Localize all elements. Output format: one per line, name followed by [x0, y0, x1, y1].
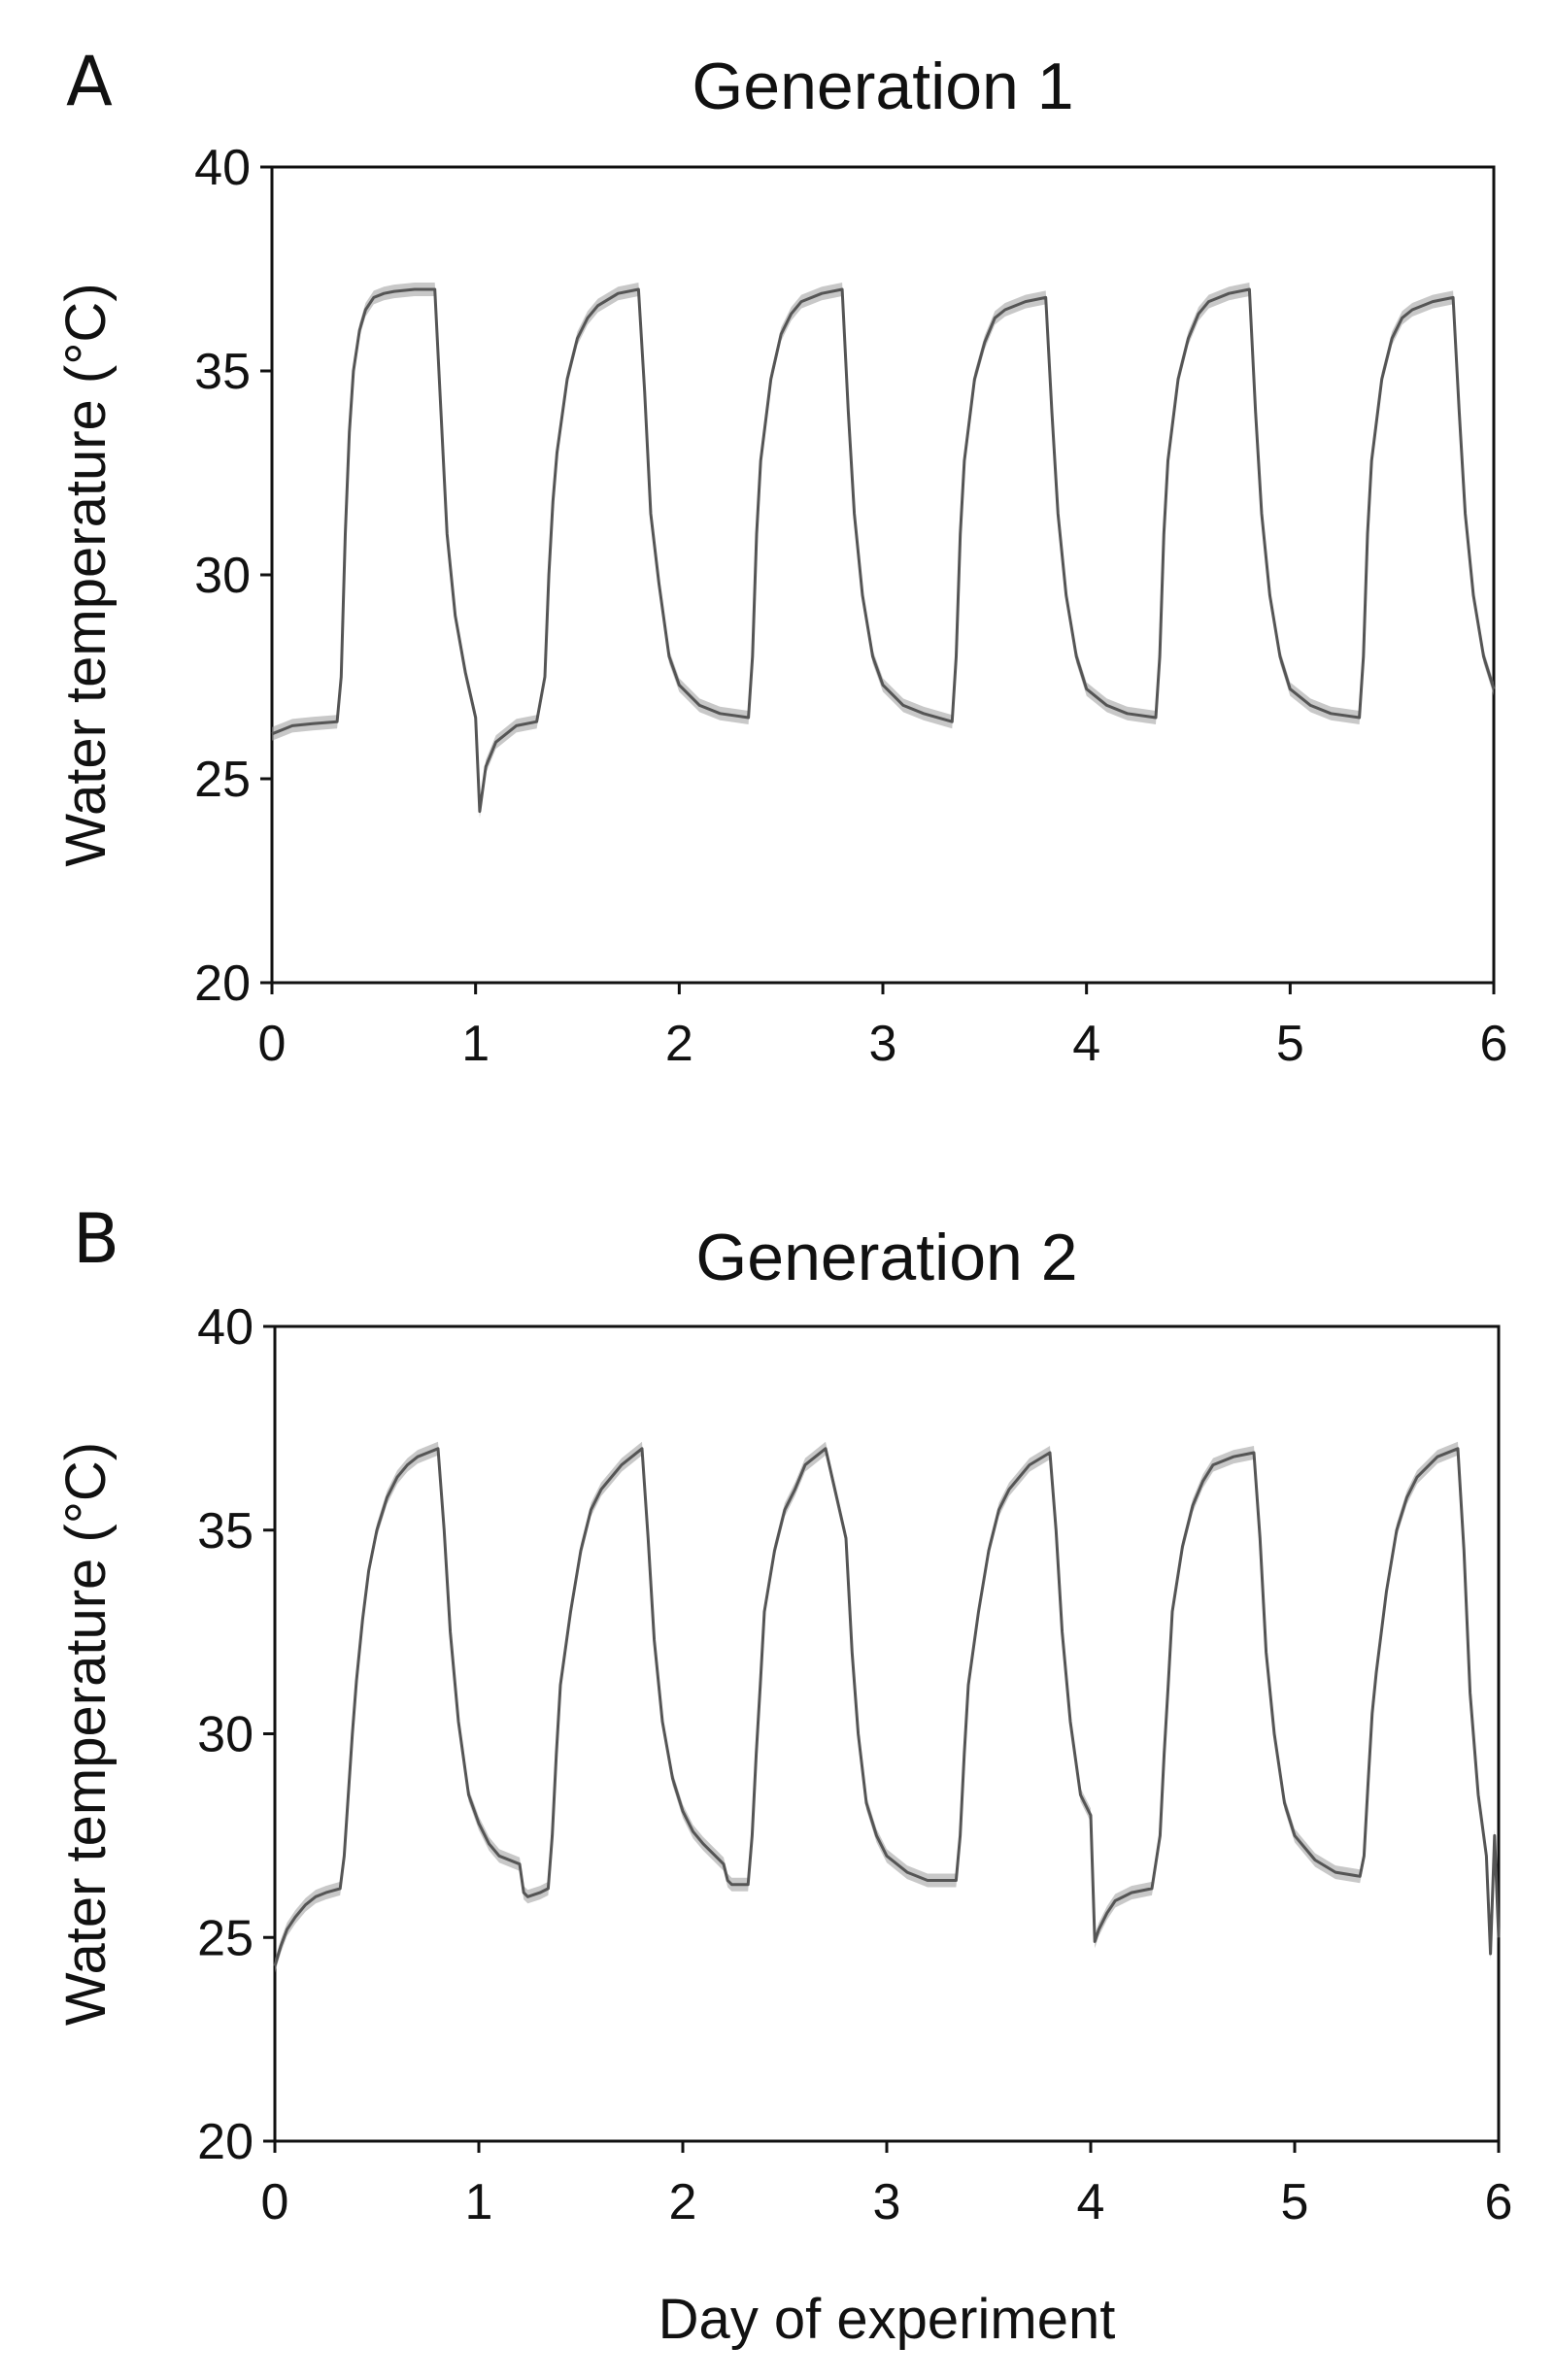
panel-a: A Generation 1 20 25 30 35 40 0 1 2 3 4 5 6 Water temp… [54, 42, 1507, 1072]
x-tick-label: 3 [869, 1016, 897, 1072]
y-axis-title: Water temperature (°C) [54, 283, 118, 866]
y-tick-label: 40 [197, 1299, 253, 1356]
x-tick-label: 2 [665, 1016, 693, 1072]
x-tick-label: 5 [1281, 2174, 1309, 2230]
y-tick-label: 20 [194, 955, 251, 1012]
x-tick-label: 0 [258, 1016, 287, 1072]
y-tick-label: 30 [194, 548, 251, 604]
y-tick-label: 30 [197, 1707, 253, 1763]
x-tick-label: 1 [461, 1016, 490, 1072]
x-tick-label: 3 [873, 2174, 901, 2230]
y-tick-label: 25 [197, 1910, 253, 1966]
y-tick-label: 35 [194, 344, 251, 400]
y-tick-label: 40 [194, 140, 251, 196]
x-tick-label: 6 [1485, 2174, 1513, 2230]
x-tick-label: 4 [1072, 1016, 1100, 1072]
x-tick-label: 5 [1276, 1016, 1304, 1072]
x-axis-title: Day of experiment [659, 2288, 1116, 2351]
x-tick-label: 1 [465, 2174, 493, 2230]
x-tick-label: 4 [1077, 2174, 1105, 2230]
chart-title: Generation 2 [695, 1221, 1077, 1294]
y-tick-label: 20 [197, 2114, 253, 2170]
y-axis-title: Water temperature (°C) [54, 1442, 118, 2026]
x-tick-label: 0 [261, 2174, 289, 2230]
x-tick-label: 6 [1480, 1016, 1508, 1072]
chart-title: Generation 1 [692, 50, 1073, 123]
panel-letter: A [66, 42, 113, 121]
series-line [273, 1447, 1501, 1967]
y-tick-label: 25 [194, 752, 251, 808]
series-error-band [272, 283, 1494, 819]
y-tick-label: 35 [197, 1503, 253, 1559]
plot-frame [270, 165, 1496, 985]
plot-frame [273, 1324, 1501, 2143]
panel-b: B Generation 2 20 25 30 35 40 0 1 2 3 4 5 6 Water temp… [54, 1199, 1512, 2351]
panel-letter: B [73, 1199, 119, 1279]
series-line [271, 287, 1496, 814]
x-tick-label: 2 [669, 2174, 697, 2230]
